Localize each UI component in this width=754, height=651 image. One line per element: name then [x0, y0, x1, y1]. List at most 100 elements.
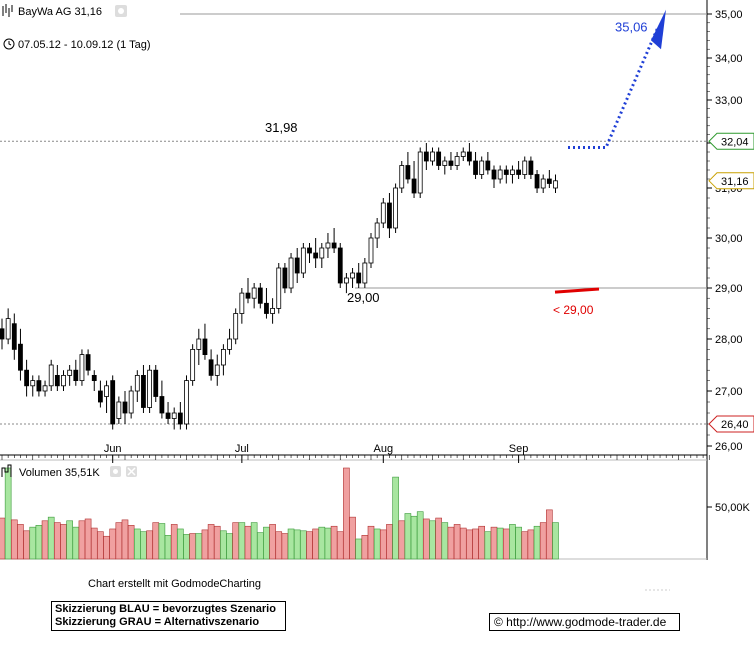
y-tick-label: 34,00 — [715, 53, 743, 65]
volume-bar — [330, 525, 338, 560]
candle-body — [11, 323, 17, 350]
candle-body — [313, 252, 319, 259]
candle-body — [61, 374, 66, 387]
volume-bar — [515, 526, 522, 560]
volume-bar — [398, 520, 406, 560]
volume-bar — [490, 526, 498, 560]
candle-body — [251, 287, 257, 299]
date-range: 07.05.12 - 10.09.12 (1 Tag) — [18, 39, 151, 51]
chart-type-icon[interactable] — [2, 4, 13, 17]
price-marker-label: 32,04 — [721, 136, 749, 148]
volume-bar — [539, 522, 547, 560]
candle-body — [42, 385, 48, 392]
candle-body — [141, 374, 146, 408]
settings-gear-icon[interactable] — [115, 5, 127, 17]
candle-body — [91, 374, 97, 381]
volume-bar — [170, 524, 178, 560]
volume-bar — [177, 528, 184, 560]
candle-body — [233, 313, 239, 340]
volume-bar — [410, 515, 418, 560]
candle-body — [405, 165, 411, 180]
candle-body — [546, 178, 552, 184]
candle-body — [553, 180, 558, 189]
volume-bar — [66, 520, 73, 560]
candle-body — [245, 292, 251, 299]
candle-body — [147, 369, 153, 408]
candle-body — [54, 374, 60, 387]
volume-bar — [152, 522, 160, 560]
x-tick-label: Jul — [235, 443, 249, 455]
candle-body — [18, 343, 23, 371]
volume-bar — [60, 524, 67, 560]
candle-body — [411, 178, 417, 194]
volume-bar — [521, 531, 529, 560]
candle-body — [491, 169, 497, 180]
volume-bar — [355, 538, 363, 560]
y-tick-label: 30,00 — [715, 233, 743, 245]
volume-bar — [263, 526, 270, 560]
credit-link[interactable]: © http://www.godmode-trader.de — [489, 613, 680, 631]
volume-label: Volumen 35,51K — [19, 467, 100, 479]
candle-body — [128, 390, 134, 414]
candle-body — [239, 292, 245, 314]
price-marker — [708, 132, 754, 150]
volume-bar — [546, 509, 553, 560]
volume-bar — [367, 525, 375, 560]
clock-icon — [3, 38, 15, 50]
volume-bar — [238, 522, 246, 560]
volume-bar — [459, 527, 467, 560]
y-tick-label: 27,00 — [715, 386, 743, 398]
candle-body — [393, 187, 399, 229]
volume-bar — [226, 533, 233, 560]
support-label: 29,00 — [347, 290, 380, 305]
candle-body — [214, 364, 220, 376]
volume-bar — [72, 526, 80, 560]
y-tick-label: 33,00 — [715, 95, 743, 107]
chart-title: BayWa AG 31,16 — [18, 6, 102, 18]
volume-bar — [201, 529, 209, 560]
y-tick-label: 29,00 — [715, 283, 743, 295]
volume-bar — [90, 527, 98, 560]
candle-body — [73, 369, 79, 382]
sketch-legend: Skizzierung BLAU = bevorzugtes Szenario … — [51, 601, 286, 631]
volume-bar — [146, 530, 153, 560]
candle-body — [356, 272, 362, 284]
candle-body — [208, 359, 214, 376]
volume-close-icon[interactable] — [126, 466, 137, 477]
volume-bar — [134, 528, 141, 560]
candle-body — [202, 338, 208, 356]
volume-bar — [496, 527, 504, 560]
volume-icon[interactable] — [1, 464, 12, 477]
candle-body — [325, 242, 331, 249]
candle-body — [276, 267, 282, 309]
volume-bar — [386, 524, 393, 560]
candle-body — [300, 247, 306, 274]
candle-body — [510, 169, 515, 175]
candle-body — [134, 374, 140, 392]
volume-bar — [404, 513, 412, 560]
volume-bar — [429, 520, 436, 560]
volume-bar — [269, 524, 276, 560]
volume-bar — [324, 527, 332, 560]
volume-tick-label: 50,00K — [715, 502, 751, 514]
candle-body — [319, 247, 325, 259]
candle-body — [534, 174, 540, 189]
volume-bar — [373, 528, 381, 560]
volume-bar — [103, 535, 110, 560]
volume-settings-icon[interactable] — [110, 466, 121, 477]
candle-body — [540, 178, 546, 189]
candle-body — [184, 380, 189, 425]
volume-bar — [109, 528, 116, 560]
x-tick-label: Aug — [374, 443, 394, 455]
candle-body — [153, 369, 159, 397]
candle-body — [448, 160, 454, 166]
y-tick-label: 28,00 — [715, 334, 743, 346]
volume-bar — [183, 534, 190, 560]
volume-bar — [287, 528, 295, 560]
candle-body — [460, 151, 466, 157]
candle-body — [288, 257, 294, 289]
candle-body — [343, 277, 349, 284]
candle-body — [264, 302, 269, 314]
candle-body — [399, 165, 405, 189]
